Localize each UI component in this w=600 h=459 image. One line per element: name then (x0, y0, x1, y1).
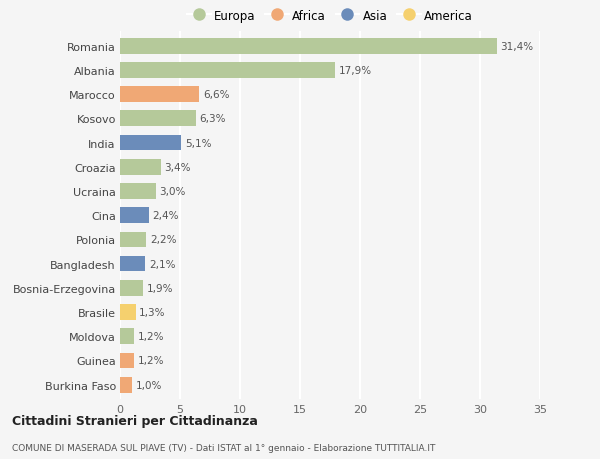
Text: 5,1%: 5,1% (185, 138, 211, 148)
Bar (120, 111, 196, 127)
Bar (120, 304, 136, 320)
Text: 2,4%: 2,4% (152, 211, 179, 221)
Text: COMUNE DI MASERADA SUL PIAVE (TV) - Dati ISTAT al 1° gennaio - Elaborazione TUTT: COMUNE DI MASERADA SUL PIAVE (TV) - Dati… (12, 443, 436, 452)
Bar (120, 208, 149, 224)
Text: 1,3%: 1,3% (139, 308, 166, 317)
Text: Cittadini Stranieri per Cittadinanza: Cittadini Stranieri per Cittadinanza (12, 414, 258, 428)
Bar (120, 280, 143, 296)
Bar (120, 63, 335, 78)
Bar (120, 329, 134, 344)
Text: 17,9%: 17,9% (338, 66, 371, 76)
Text: 3,4%: 3,4% (164, 162, 191, 173)
Text: 1,9%: 1,9% (146, 283, 173, 293)
Bar (120, 232, 146, 248)
Bar (120, 135, 181, 151)
Bar (120, 160, 161, 175)
Text: 2,2%: 2,2% (150, 235, 176, 245)
Legend: Europa, Africa, Asia, America: Europa, Africa, Asia, America (187, 10, 473, 22)
Text: 2,1%: 2,1% (149, 259, 175, 269)
Text: 1,0%: 1,0% (136, 380, 162, 390)
Bar (120, 39, 497, 55)
Bar (120, 256, 145, 272)
Bar (120, 184, 156, 199)
Text: 1,2%: 1,2% (138, 331, 164, 341)
Bar (120, 87, 199, 103)
Text: 6,3%: 6,3% (199, 114, 226, 124)
Text: 1,2%: 1,2% (138, 356, 164, 366)
Bar (120, 353, 134, 369)
Bar (120, 377, 132, 393)
Text: 31,4%: 31,4% (500, 42, 533, 51)
Text: 6,6%: 6,6% (203, 90, 229, 100)
Text: 3,0%: 3,0% (160, 186, 186, 196)
